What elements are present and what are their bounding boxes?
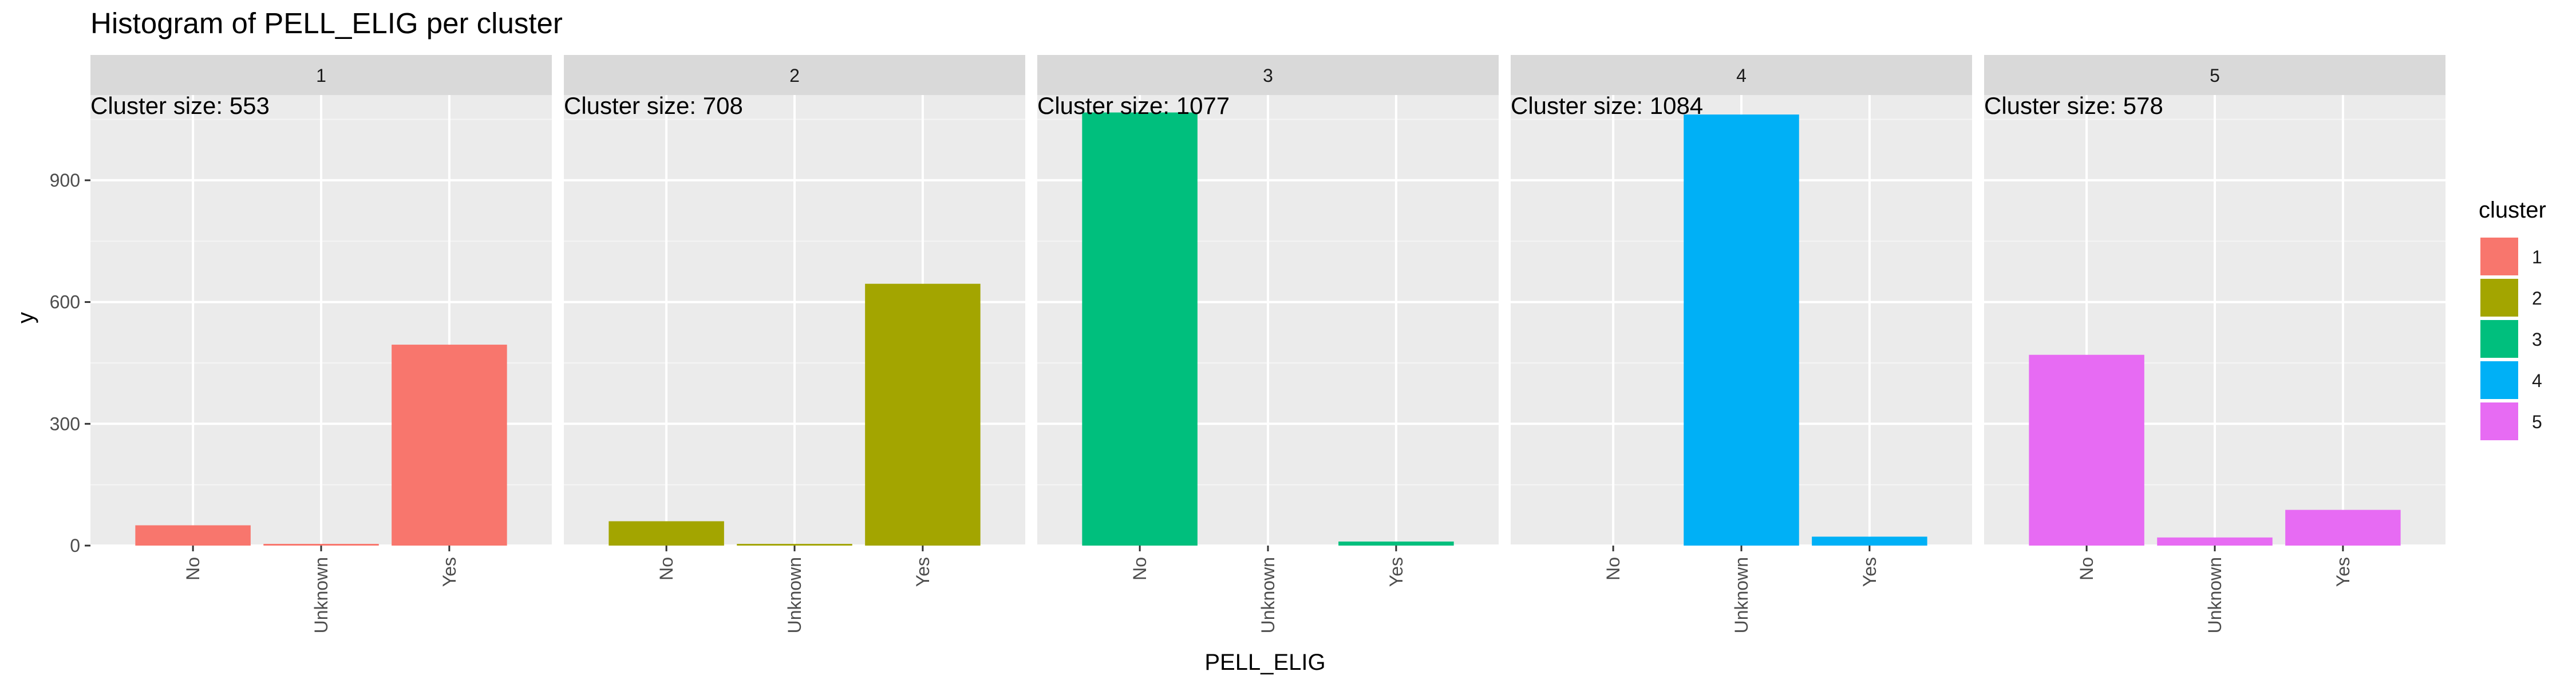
bar-cluster-1-yes [392,345,507,546]
legend-label: 2 [2532,288,2542,309]
cluster-size-annotation: Cluster size: 1084 [1511,92,1703,119]
y-tick-label: 600 [50,292,80,313]
bar-cluster-1-no [135,525,251,546]
bar-cluster-3-no [1082,112,1198,546]
legend-label: 3 [2532,329,2542,350]
legend-key-3 [2480,320,2518,358]
x-tick-label: Yes [1386,557,1406,587]
facet-strip-label: 1 [316,65,326,86]
x-tick-label: No [1603,557,1623,581]
cluster-size-annotation: Cluster size: 1077 [1037,92,1230,119]
facet-strip-label: 3 [1263,65,1273,86]
x-tick-label: Unknown [1258,557,1278,633]
x-tick-label: Unknown [784,557,805,633]
x-tick-label: No [2076,557,2097,581]
x-tick-label: No [656,557,677,581]
facet-panel-5: 5 No Unknown Yes Cluster size: 578 [1984,55,2445,633]
y-axis: 0 300 600 900 [50,170,90,556]
facet-panel-1: 1 No Unknown Yes Cluster size: 553 [90,55,552,633]
legend-key-5 [2480,402,2518,440]
bar-cluster-1-unknown [263,544,379,546]
x-tick-label: No [1129,557,1150,581]
y-tick-label: 0 [70,535,80,556]
legend-key-2 [2480,279,2518,317]
legend-label: 5 [2532,412,2542,432]
facet-strip [90,55,552,95]
facet-panel-3: 3 No Unknown Yes Cluster size: 1077 [1037,55,1499,633]
x-tick-label: Yes [2333,557,2353,587]
x-tick-label: Unknown [1731,557,1752,633]
facet-panels: 1 No Unknown Yes Cluster size: 553 2 No Unknown… [90,55,2445,633]
facet-strip [1511,55,1972,95]
bar-cluster-2-yes [865,283,981,546]
bar-cluster-5-no [2029,354,2144,546]
x-tick-label: Unknown [311,557,331,633]
facet-strip [564,55,1025,95]
chart-title: Histogram of PELL_ELIG per cluster [90,7,563,40]
cluster-size-annotation: Cluster size: 553 [90,92,270,119]
y-axis-title: y [13,312,38,323]
legend-label: 1 [2532,247,2542,267]
legend-label: 4 [2532,370,2542,391]
facet-strip [1984,55,2445,95]
x-tick-label: Yes [439,557,460,587]
legend-key-4 [2480,361,2518,399]
legend-key-1 [2480,238,2518,275]
facet-panel-2: 2 No Unknown Yes Cluster size: 708 [564,55,1025,633]
x-tick-label: No [183,557,203,581]
y-tick-label: 300 [50,413,80,434]
y-tick-label: 900 [50,170,80,191]
facet-strip [1037,55,1499,95]
facet-panel-4: 4 No Unknown Yes Cluster size: 1084 [1511,55,1972,633]
bar-cluster-2-no [609,521,724,546]
x-tick-label: Yes [912,557,933,587]
bar-cluster-5-unknown [2157,537,2273,546]
facet-strip-label: 2 [789,65,800,86]
legend-title: cluster [2479,198,2546,223]
x-tick-label: Yes [1859,557,1880,587]
x-tick-label: Unknown [2204,557,2225,633]
facet-strip-label: 4 [1736,65,1747,86]
bar-cluster-3-yes [1338,541,1454,546]
x-axis-title: PELL_ELIG [1204,650,1325,675]
cluster-size-annotation: Cluster size: 578 [1984,92,2163,119]
bar-cluster-4-yes [1812,536,1927,546]
facet-strip-label: 5 [2210,65,2220,86]
bar-cluster-5-yes [2285,510,2401,546]
cluster-size-annotation: Cluster size: 708 [564,92,743,119]
bar-cluster-4-unknown [1684,114,1799,546]
legend: cluster 1 2 3 4 5 [2479,198,2546,440]
bar-cluster-2-unknown [737,544,852,546]
